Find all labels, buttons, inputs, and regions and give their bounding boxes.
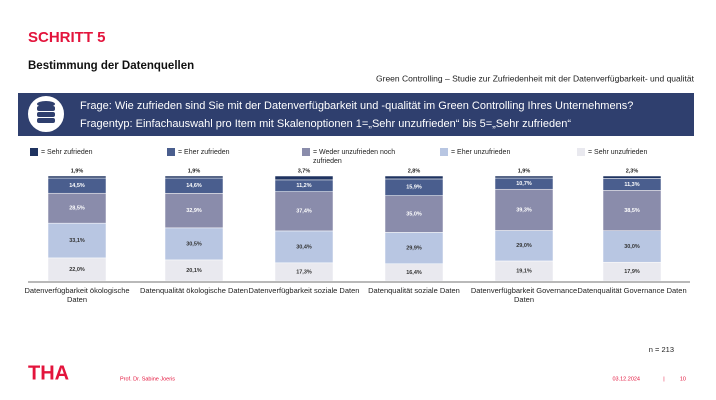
category-label: Datenqualität ökologische Daten [140, 286, 248, 295]
value-label: 20,1% [186, 268, 202, 274]
category-label: Datenqualität soziale Daten [368, 286, 460, 295]
value-label: 14,6% [186, 183, 202, 189]
value-label: 17,3% [296, 269, 312, 275]
question-type: Fragentyp: Einfachauswahl pro Item mit S… [80, 118, 571, 130]
bar-segment [494, 175, 554, 179]
value-label: 30,5% [186, 241, 202, 247]
value-label: 30,0% [624, 244, 640, 250]
value-label: 2,8% [408, 168, 421, 174]
legend-label: = Eher unzufrieden [451, 149, 511, 156]
legend-swatch [440, 148, 448, 156]
legend-swatch [302, 148, 310, 156]
bar-segment [274, 191, 334, 232]
value-label: 37,4% [296, 209, 312, 215]
value-label: 19,1% [516, 268, 532, 274]
value-label: 39,3% [516, 207, 532, 213]
value-label: 33,1% [69, 238, 85, 244]
value-label: 11,2% [296, 183, 311, 189]
value-label: 32,9% [186, 208, 202, 214]
value-label: 11,3% [624, 182, 639, 188]
bar-segment [384, 195, 444, 233]
db-icon [37, 101, 55, 123]
page: 10 [680, 376, 686, 382]
value-label: 3,7% [298, 168, 311, 174]
legend-label: = Sehr zufrieden [41, 149, 93, 156]
date: 03.12.2024 [612, 376, 640, 382]
bar-segment [384, 175, 444, 180]
bar-segment [47, 222, 107, 259]
bar-segment [274, 175, 334, 181]
bar-segment [602, 230, 662, 263]
separator: | [663, 376, 664, 382]
value-label: 22,0% [69, 267, 85, 273]
category-label: Datenverfügbarkeit ökologische Daten [24, 286, 130, 304]
value-label: 1,9% [71, 168, 84, 174]
bar-segment [47, 192, 107, 224]
legend-label: = Sehr unzufrieden [588, 149, 648, 156]
value-label: 15,9% [406, 185, 422, 191]
bar-segment [602, 190, 662, 231]
bar-segment [494, 230, 554, 262]
legend-label: = Weder unzufrieden noch zufrieden [313, 149, 396, 165]
value-label: 10,7% [516, 181, 532, 187]
bar-segment [164, 227, 224, 261]
legend-swatch [577, 148, 585, 156]
bar-segment [164, 175, 224, 179]
title: Bestimmung der Datenquellen [28, 60, 194, 72]
subtitle: Green Controlling – Studie zur Zufrieden… [376, 73, 695, 83]
value-label: 14,5% [69, 183, 85, 189]
legend-swatch [167, 148, 175, 156]
value-label: 28,5% [69, 206, 85, 212]
category-label: Datenverfügbarkeit soziale Daten [248, 286, 360, 295]
note: n = 213 [649, 345, 674, 354]
value-label: 1,9% [188, 168, 201, 174]
bar-segment [602, 175, 662, 179]
logo: THA [28, 362, 69, 384]
value-label: 35,0% [406, 211, 422, 217]
legend-swatch [30, 148, 38, 156]
category-label: Datenverfügbarkeit Governance Daten [470, 286, 578, 304]
bar-segment [384, 232, 444, 265]
legend-label: = Eher zufrieden [178, 149, 230, 156]
banner [18, 93, 694, 136]
value-label: 17,9% [624, 269, 640, 275]
bar-segment [494, 188, 554, 231]
category-label: Datenqualität Governance Daten [577, 286, 687, 295]
value-label: 38,5% [624, 208, 640, 214]
bar-segment [164, 193, 224, 229]
value-label: 29,9% [406, 246, 422, 252]
value-label: 2,3% [626, 168, 639, 174]
value-label: 16,4% [406, 270, 422, 276]
value-label: 1,9% [518, 168, 531, 174]
value-label: 30,4% [296, 244, 312, 250]
value-label: 29,0% [516, 243, 532, 249]
question: Frage: Wie zufrieden sind Sie mit der Da… [80, 100, 633, 112]
author: Prof. Dr. Sabine Joeris [120, 376, 175, 382]
step: SCHRITT 5 [28, 29, 106, 46]
bar-segment [47, 175, 107, 179]
